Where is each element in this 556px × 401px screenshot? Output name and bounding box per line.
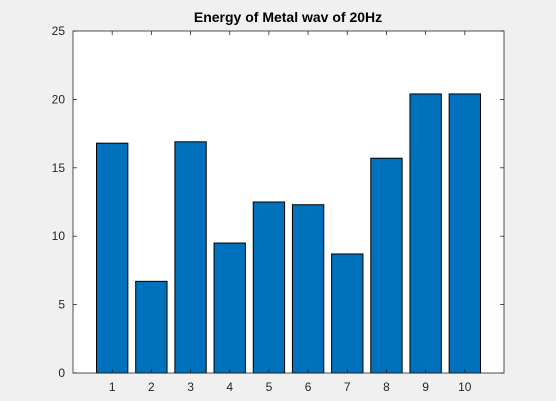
- bar-4: [213, 242, 246, 374]
- y-tick-label: 25: [52, 24, 66, 38]
- y-axis: 0 5 10 15 20 25: [52, 24, 504, 380]
- x-tick-label: 2: [148, 380, 155, 394]
- y-tick-label: 0: [58, 366, 65, 380]
- bar-9: [409, 93, 442, 374]
- x-tick-label: 1: [109, 380, 116, 394]
- x-tick-label: 3: [187, 380, 194, 394]
- bar-series: [96, 93, 481, 374]
- y-tick-label: 20: [52, 92, 66, 106]
- y-tick-label: 10: [52, 229, 66, 243]
- x-tick-label: 4: [226, 380, 233, 394]
- axes-box: [72, 30, 505, 374]
- x-tick-label: 8: [383, 380, 390, 394]
- x-tick-label: 7: [344, 380, 351, 394]
- y-tick-label: 15: [52, 161, 66, 175]
- bar-6: [291, 204, 325, 374]
- bar-8: [370, 157, 403, 374]
- bar-10: [448, 93, 481, 374]
- x-tick-label: 10: [458, 380, 472, 394]
- x-tick-label: 5: [266, 380, 273, 394]
- y-tick-label: 5: [58, 298, 65, 312]
- bar-2: [135, 280, 168, 374]
- x-tick-label: 9: [422, 380, 429, 394]
- bar-5: [252, 201, 286, 374]
- axes-border: [72, 30, 505, 374]
- x-axis: 1 2 3 4 5 6 7 8 9 10: [109, 31, 472, 394]
- x-tick-label: 6: [305, 380, 312, 394]
- bar-1: [96, 142, 129, 374]
- bar-3: [174, 141, 207, 374]
- bar-7: [331, 253, 364, 374]
- chart-title: Energy of Metal wav of 20Hz: [194, 9, 382, 25]
